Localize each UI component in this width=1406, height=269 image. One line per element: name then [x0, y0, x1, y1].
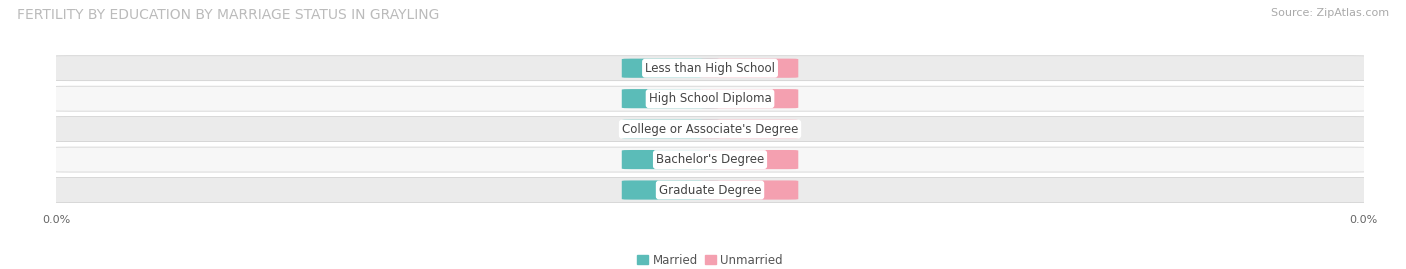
FancyBboxPatch shape: [44, 117, 1376, 141]
Text: 0.0%: 0.0%: [734, 155, 765, 165]
FancyBboxPatch shape: [44, 86, 1376, 111]
FancyBboxPatch shape: [700, 180, 799, 200]
FancyBboxPatch shape: [621, 59, 720, 78]
FancyBboxPatch shape: [44, 178, 1376, 203]
Text: 0.0%: 0.0%: [655, 155, 686, 165]
FancyBboxPatch shape: [621, 89, 720, 108]
Text: Source: ZipAtlas.com: Source: ZipAtlas.com: [1271, 8, 1389, 18]
Text: 0.0%: 0.0%: [734, 124, 765, 134]
FancyBboxPatch shape: [44, 56, 1376, 81]
Text: 0.0%: 0.0%: [734, 185, 765, 195]
FancyBboxPatch shape: [621, 150, 720, 169]
Legend: Married, Unmarried: Married, Unmarried: [633, 249, 787, 269]
FancyBboxPatch shape: [700, 89, 799, 108]
FancyBboxPatch shape: [44, 147, 1376, 172]
FancyBboxPatch shape: [621, 119, 720, 139]
Text: 0.0%: 0.0%: [655, 124, 686, 134]
Text: 0.0%: 0.0%: [655, 63, 686, 73]
Text: 0.0%: 0.0%: [655, 185, 686, 195]
FancyBboxPatch shape: [700, 59, 799, 78]
Text: 0.0%: 0.0%: [655, 94, 686, 104]
Text: Less than High School: Less than High School: [645, 62, 775, 75]
Text: Bachelor's Degree: Bachelor's Degree: [657, 153, 763, 166]
Text: 0.0%: 0.0%: [734, 94, 765, 104]
Text: FERTILITY BY EDUCATION BY MARRIAGE STATUS IN GRAYLING: FERTILITY BY EDUCATION BY MARRIAGE STATU…: [17, 8, 439, 22]
Text: High School Diploma: High School Diploma: [648, 92, 772, 105]
FancyBboxPatch shape: [621, 180, 720, 200]
Text: College or Associate's Degree: College or Associate's Degree: [621, 123, 799, 136]
FancyBboxPatch shape: [700, 150, 799, 169]
Text: Graduate Degree: Graduate Degree: [659, 183, 761, 197]
FancyBboxPatch shape: [700, 119, 799, 139]
Text: 0.0%: 0.0%: [734, 63, 765, 73]
